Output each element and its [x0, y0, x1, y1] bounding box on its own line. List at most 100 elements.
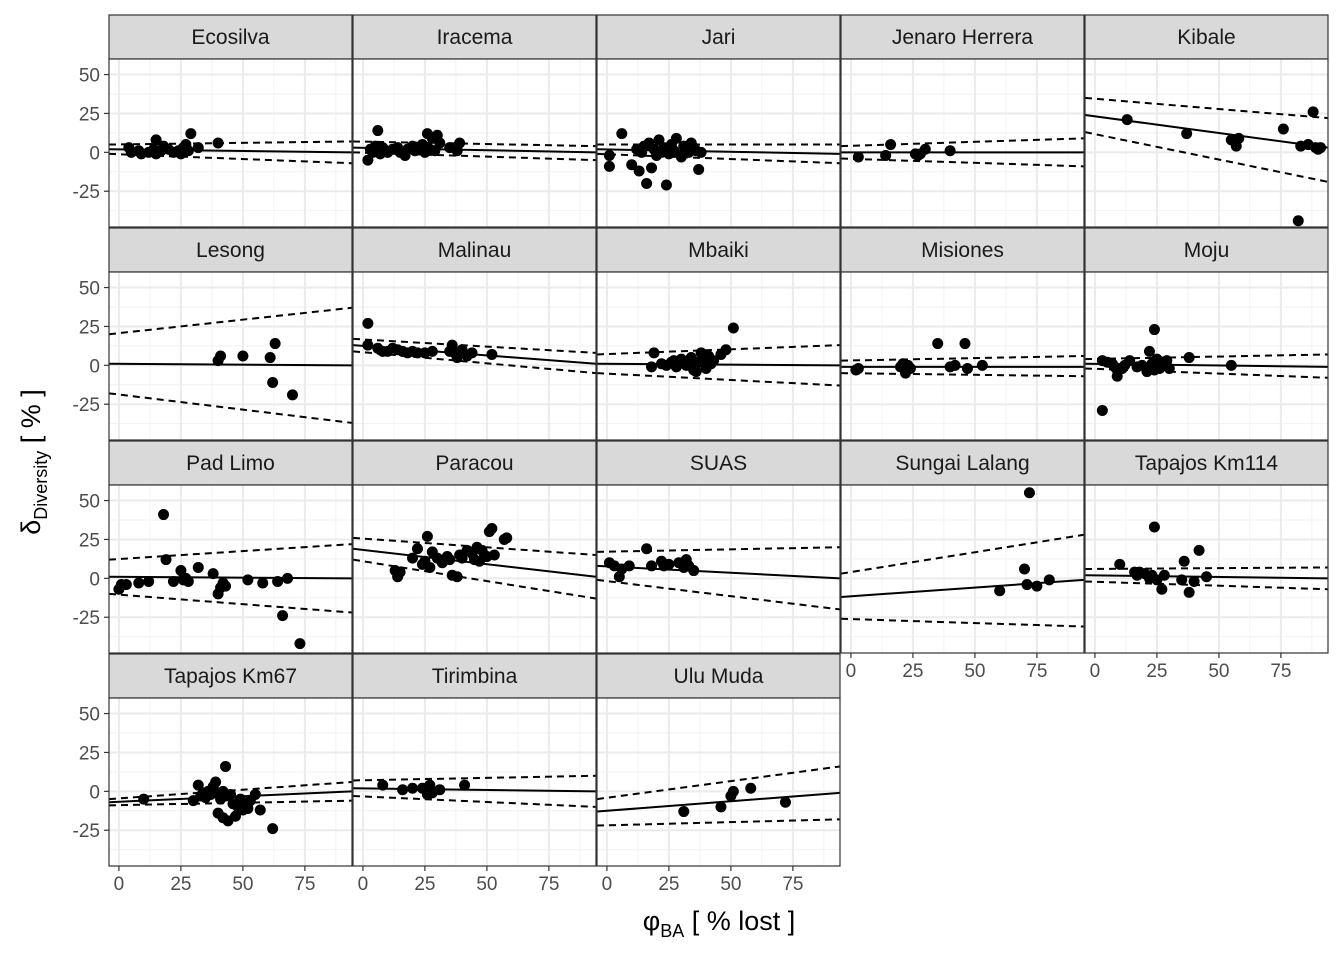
- data-point: [434, 137, 446, 149]
- data-point: [678, 806, 690, 818]
- data-point: [1043, 574, 1055, 586]
- x-tick-label: 25: [658, 874, 679, 895]
- data-point: [976, 359, 988, 371]
- data-point: [411, 543, 423, 555]
- data-point: [1158, 569, 1170, 581]
- data-point: [451, 571, 463, 583]
- panel-border: [596, 271, 841, 441]
- panel-data: [597, 128, 840, 191]
- x-tick-label: 0: [846, 661, 857, 682]
- panel-border: [596, 697, 841, 867]
- data-point: [459, 779, 471, 791]
- ci-upper-line: [1085, 566, 1328, 570]
- data-point: [648, 347, 660, 359]
- panel-pad-limo: Pad Limo 50 25 0 -25: [73, 440, 353, 654]
- panel-ecosilva: Ecosilva 50 25 0 -25: [73, 14, 353, 228]
- y-tick-label: 25: [79, 530, 100, 551]
- data-point: [1292, 215, 1304, 227]
- y-tick-label: 0: [89, 356, 100, 377]
- data-point: [501, 532, 513, 544]
- x-tick-label: 0: [114, 874, 125, 895]
- data-point: [715, 801, 727, 813]
- panel-strip: [352, 227, 597, 273]
- x-axis-title: φBA [ % lost ]: [643, 906, 796, 941]
- panel-data: [109, 760, 352, 835]
- panel-border: [108, 697, 353, 867]
- panel-title: SUAS: [690, 452, 747, 475]
- x-tick-label: 25: [902, 661, 923, 682]
- ci-lower-line: [597, 818, 840, 827]
- fit-line: [841, 578, 1084, 598]
- panel-strip: [108, 440, 353, 486]
- data-point: [192, 561, 204, 573]
- panel-lesong: Lesong 50 25 0 -25: [73, 227, 353, 441]
- panel-tapajos-km114: Tapajos Km114 0 25 50 75: [1084, 440, 1329, 682]
- panel-data: [1085, 521, 1328, 598]
- panel-border: [108, 58, 353, 228]
- panel-data: [353, 523, 596, 600]
- data-point: [242, 574, 254, 586]
- data-point: [1277, 123, 1289, 135]
- panel-strip: [352, 440, 597, 486]
- data-point: [779, 796, 791, 808]
- data-point: [257, 577, 269, 589]
- panel-title: Kibale: [1177, 26, 1235, 49]
- ci-upper-line: [353, 337, 596, 354]
- data-point: [394, 566, 406, 578]
- panel-border: [108, 484, 353, 654]
- ci-lower-line: [597, 372, 840, 387]
- data-point: [1031, 580, 1043, 592]
- data-point: [880, 149, 892, 161]
- panel-data: [841, 487, 1084, 628]
- ci-lower-line: [1085, 580, 1328, 591]
- x-axis-unit: [ % lost ]: [684, 906, 795, 936]
- ci-upper-line: [597, 546, 840, 553]
- data-point: [1163, 362, 1175, 374]
- y-tick-label: 25: [79, 743, 100, 764]
- data-point: [277, 610, 289, 622]
- data-point: [1178, 555, 1190, 567]
- data-point: [1181, 128, 1193, 140]
- panel-data: [597, 765, 840, 827]
- data-point: [1307, 106, 1319, 118]
- data-point: [294, 638, 306, 650]
- data-point: [1176, 574, 1188, 586]
- data-point: [660, 179, 672, 191]
- ci-lower-line: [841, 372, 1084, 378]
- panel-moju: Moju: [1084, 227, 1329, 441]
- data-point: [138, 793, 150, 805]
- data-point: [133, 577, 145, 589]
- panel-title: Mbaiki: [688, 239, 749, 262]
- data-point: [1183, 352, 1195, 364]
- panel-strip: [596, 653, 841, 699]
- data-point: [688, 565, 700, 577]
- data-point: [120, 579, 132, 591]
- data-point: [852, 362, 864, 374]
- panel-paracou: Paracou: [352, 440, 597, 654]
- panel-title: Pad Limo: [186, 452, 275, 475]
- fit-line: [109, 362, 352, 367]
- panel-background: [109, 698, 352, 866]
- panel-data: [597, 543, 840, 611]
- data-point: [182, 575, 194, 587]
- ci-lower-line: [353, 795, 596, 808]
- data-point: [961, 362, 973, 374]
- data-point: [486, 348, 498, 360]
- data-point: [1183, 586, 1195, 598]
- ci-lower-line: [109, 392, 352, 424]
- panel-data: [1085, 324, 1328, 416]
- ci-upper-line: [353, 774, 596, 782]
- x-tick-label: 25: [170, 874, 191, 895]
- fit-line: [353, 787, 596, 793]
- x-tick-label: 75: [1026, 661, 1047, 682]
- fit-line: [597, 362, 840, 367]
- data-point: [207, 568, 219, 580]
- data-point: [668, 145, 680, 157]
- panel-border: [108, 271, 353, 441]
- panels-layer: Ecosilva 50 25 0 -25 Iracema Jari Jenaro Herrer…: [73, 14, 1329, 895]
- panel-background: [109, 485, 352, 653]
- data-point: [1225, 359, 1237, 371]
- panel-title: Malinau: [438, 239, 512, 262]
- data-point: [904, 362, 916, 374]
- y-axis-unit: [ % ]: [16, 389, 46, 451]
